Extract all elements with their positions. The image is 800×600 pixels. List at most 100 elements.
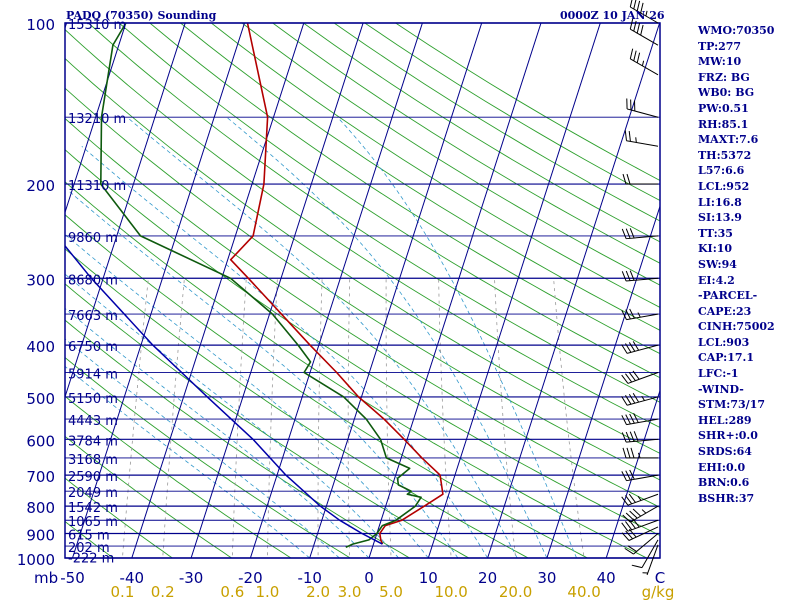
isotherm	[0, 11, 11, 569]
index-line: LFC:-1	[698, 367, 739, 381]
pressure-tick-label: 700	[26, 468, 55, 486]
pressure-tick-label: 1000	[17, 551, 55, 569]
index-line: LCL:952	[698, 179, 750, 193]
isotherm	[65, 23, 186, 399]
mixing-ratio-label: 10.0	[434, 583, 467, 600]
height-label: 8680 m	[68, 273, 118, 288]
index-line: CAPE:23	[698, 304, 752, 318]
plot-frame	[64, 22, 661, 559]
dry-adiabat	[65, 87, 660, 481]
mixing-ratio-label: 3.0	[338, 583, 362, 600]
moist-adiabat	[337, 116, 577, 558]
height-label: 202 m	[68, 541, 110, 556]
mixing-ratio-line	[494, 278, 517, 558]
mixing-ratio-label: 2.0	[306, 583, 330, 600]
index-line: CAP:17.1	[698, 351, 755, 365]
index-line: LCL:903	[698, 335, 750, 349]
wind-barb	[622, 447, 658, 459]
isotherm	[309, 23, 483, 558]
isotherm	[487, 23, 660, 558]
index-line: EHI:0.0	[698, 460, 746, 474]
pressure-tick-label: 500	[26, 390, 55, 408]
dry-adiabat	[65, 283, 470, 558]
wind-barb	[629, 18, 659, 46]
temperature-tick-label: -10	[297, 569, 322, 587]
wind-barb	[621, 413, 659, 426]
wind-barb	[621, 228, 659, 240]
pressure-tick-label: 600	[26, 432, 55, 450]
index-line: BRN:0.6	[698, 476, 750, 490]
dry-adiabat	[0, 23, 8, 569]
index-line: SI:13.9	[698, 211, 742, 225]
pressure-tick-label: 900	[26, 527, 55, 545]
moist-adiabat	[65, 338, 340, 558]
temperature-tick-label: 0	[364, 569, 374, 587]
dry-adiabat	[149, 23, 660, 355]
temperature-tick-label: -50	[60, 569, 85, 587]
height-label: 11310 m	[68, 179, 126, 194]
index-line: EI:4.2	[698, 273, 735, 287]
index-line: -PARCEL-	[698, 289, 758, 303]
index-line: TH:5372	[698, 148, 752, 162]
mixing-ratio-line	[317, 278, 323, 558]
isotherm	[427, 23, 601, 558]
temperature-tick-label: -40	[120, 569, 145, 587]
isotherm	[71, 23, 246, 558]
station-title: PADQ (70350) Sounding	[66, 9, 217, 22]
wind-barb	[626, 98, 659, 118]
index-line: -WIND-	[698, 382, 744, 396]
temperature-profile	[229, 23, 444, 545]
isotherm	[249, 23, 423, 558]
dry-adiabat	[65, 477, 174, 558]
grid-group	[0, 11, 660, 569]
wind-barb	[621, 270, 659, 282]
isotherm	[368, 23, 542, 558]
height-label: -222 m	[68, 551, 114, 566]
index-line: L57:6.6	[698, 164, 745, 178]
wind-barb	[621, 469, 659, 482]
dry-adiabat	[65, 520, 114, 558]
index-line: PW:0.51	[698, 101, 749, 115]
height-label: 7663 m	[68, 309, 118, 324]
dry-adiabat	[118, 23, 660, 379]
dry-adiabat	[65, 356, 352, 558]
moist-adiabat	[65, 365, 310, 558]
mixing-ratio-label: 40.0	[567, 583, 600, 600]
index-line: MAXT:7.6	[698, 133, 759, 147]
dry-adiabat	[65, 149, 660, 537]
dry-adiabat	[241, 23, 660, 286]
index-line: CINH:75002	[698, 320, 775, 334]
isotherm	[65, 23, 127, 215]
height-label: 5914 m	[68, 367, 118, 382]
wind-barb	[629, 48, 659, 76]
height-label: 2049 m	[68, 486, 118, 501]
index-line: SW:94	[698, 257, 737, 271]
pressure-tick-label: 200	[26, 177, 55, 195]
index-line: TP:277	[698, 39, 742, 53]
temperature-tick-label: 20	[478, 569, 497, 587]
moist-adiabat	[226, 116, 548, 558]
wind-barb	[622, 505, 659, 523]
isotherm	[131, 23, 305, 558]
mixing-ratio-unit: g/kg	[642, 583, 675, 600]
dry-adiabat	[65, 319, 411, 558]
wind-barb	[621, 308, 659, 321]
mixing-ratio-line	[162, 278, 185, 558]
index-line: HEL:289	[698, 413, 752, 427]
dry-adiabat	[65, 214, 589, 558]
mixing-ratio-label: 0.1	[111, 583, 135, 600]
mixing-ratio-label: 1.0	[255, 583, 279, 600]
temperature-tick-label: 10	[419, 569, 438, 587]
isotherm	[190, 23, 364, 558]
pressure-tick-label: 100	[26, 16, 55, 34]
index-line: RH:85.1	[698, 117, 749, 131]
temperature-tick-label: 30	[537, 569, 556, 587]
index-line: WMO:70350	[698, 24, 775, 37]
index-line: MW:10	[698, 55, 742, 69]
height-label: 1542 m	[68, 501, 118, 516]
wind-barb	[629, 0, 659, 24]
index-line: SHR+:0.0	[698, 429, 758, 443]
pressure-unit-label: mb	[34, 569, 58, 587]
dry-adiabat	[65, 248, 530, 558]
